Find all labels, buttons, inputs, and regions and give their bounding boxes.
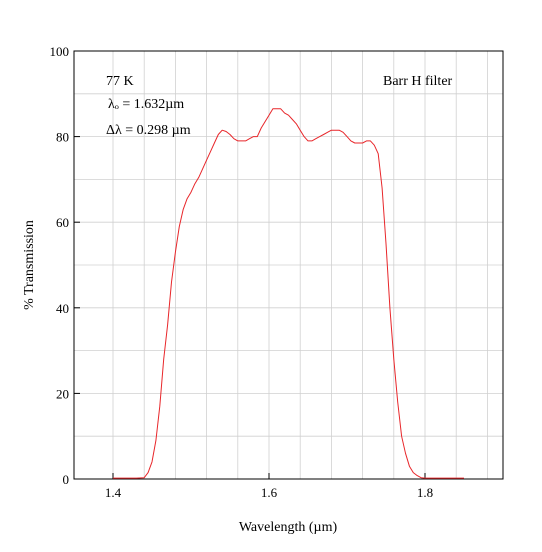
x-tick-label: 1.6 <box>261 485 278 500</box>
x-tick-label: 1.8 <box>417 485 433 500</box>
y-axis-label: % Transmission <box>22 220 37 310</box>
x-tick-label: 1.4 <box>105 485 122 500</box>
y-tick-label: 20 <box>56 386 69 401</box>
annotation-center-wavelength: λₒ = 1.632µm <box>108 97 184 112</box>
x-axis-label: Wavelength (µm) <box>239 520 338 535</box>
grid <box>74 51 503 479</box>
transmission-curve <box>113 108 464 479</box>
y-tick-label: 100 <box>50 44 70 59</box>
plot-frame <box>73 50 504 480</box>
annotation-bandwidth: Δλ = 0.298 µm <box>106 123 191 138</box>
annotation-filter-name: Barr H filter <box>383 74 453 89</box>
y-tick-label: 80 <box>56 130 69 145</box>
annotation-temperature: 77 K <box>106 74 134 89</box>
y-tick-label: 40 <box>56 301 69 316</box>
axis-ticks: 1.4 1.6 1.8 0 20 40 60 80 100 <box>50 44 434 500</box>
series-group <box>113 108 464 479</box>
y-tick-label: 60 <box>56 215 69 230</box>
y-tick-label: 0 <box>63 472 70 487</box>
